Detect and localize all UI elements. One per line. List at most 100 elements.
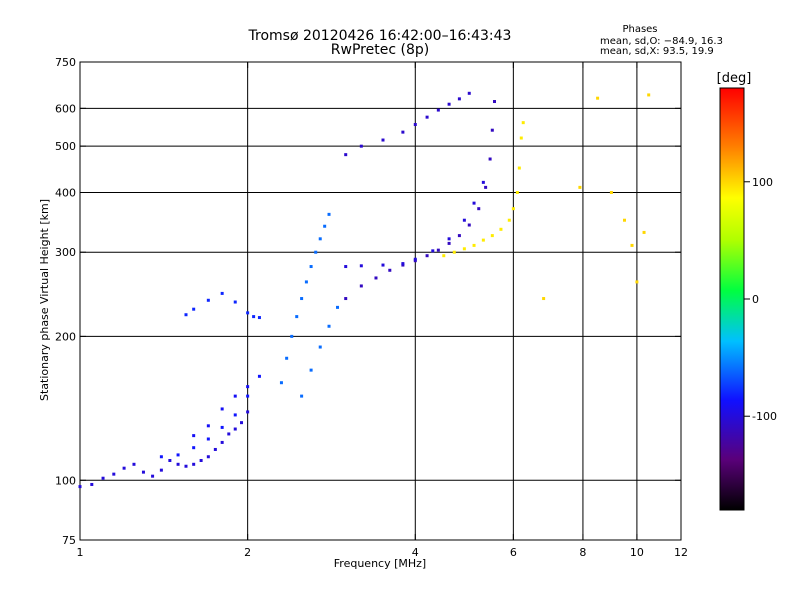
y-tick-label: 300 bbox=[55, 246, 76, 259]
x-tick-label: 10 bbox=[630, 546, 644, 559]
data-point bbox=[151, 474, 155, 478]
data-point bbox=[425, 115, 429, 119]
data-point bbox=[452, 250, 456, 254]
data-point bbox=[101, 476, 105, 480]
data-point bbox=[413, 123, 417, 127]
data-point bbox=[359, 144, 363, 148]
data-point bbox=[490, 234, 494, 238]
data-point bbox=[206, 455, 210, 459]
data-point bbox=[168, 458, 172, 462]
data-point bbox=[517, 166, 521, 170]
x-tick-label: 4 bbox=[412, 546, 419, 559]
colorbar-tick-label: -100 bbox=[752, 410, 777, 423]
plot-frame bbox=[79, 61, 682, 541]
data-point bbox=[477, 207, 481, 211]
y-tick-label: 75 bbox=[62, 534, 76, 547]
phase-o-stats: mean, sd,O: −84.9, 16.3 bbox=[600, 36, 723, 47]
data-point bbox=[192, 462, 196, 466]
data-point bbox=[425, 254, 429, 258]
data-point bbox=[285, 356, 289, 360]
data-point bbox=[519, 136, 523, 140]
data-point bbox=[192, 446, 196, 450]
data-point bbox=[122, 466, 126, 470]
data-point bbox=[596, 96, 600, 100]
data-point bbox=[488, 157, 492, 161]
data-point bbox=[492, 100, 496, 104]
data-point bbox=[318, 345, 322, 349]
colorbar-label: [deg] bbox=[717, 71, 752, 86]
data-point bbox=[199, 458, 203, 462]
data-point bbox=[257, 316, 261, 320]
data-point bbox=[78, 485, 82, 489]
data-point bbox=[309, 368, 313, 372]
data-point bbox=[246, 394, 250, 398]
data-point bbox=[442, 254, 446, 258]
data-point bbox=[233, 427, 237, 431]
data-point bbox=[359, 264, 363, 268]
data-point bbox=[511, 207, 515, 211]
data-point bbox=[252, 315, 256, 319]
data-point bbox=[159, 468, 163, 472]
colorbar-ticks: 100 0 -100 bbox=[744, 176, 777, 423]
data-point bbox=[132, 462, 136, 466]
data-point bbox=[220, 440, 224, 444]
data-point bbox=[457, 97, 461, 101]
data-point bbox=[246, 410, 250, 414]
data-point bbox=[246, 385, 250, 389]
data-point bbox=[401, 262, 405, 266]
data-point bbox=[515, 190, 519, 194]
x-tick-label: 2 bbox=[244, 546, 251, 559]
data-point bbox=[447, 237, 451, 241]
data-point bbox=[447, 241, 451, 245]
y-axis-label: Stationary phase Virtual Height [km] bbox=[38, 199, 51, 401]
data-point bbox=[542, 297, 546, 301]
chart-title: Tromsø 20120426 16:42:00–16:43:43 bbox=[248, 28, 512, 44]
data-point bbox=[462, 218, 466, 222]
x-tick-label: 8 bbox=[579, 546, 586, 559]
data-point bbox=[220, 407, 224, 411]
data-point bbox=[192, 434, 196, 438]
data-point bbox=[521, 121, 525, 125]
data-point bbox=[484, 185, 488, 189]
phase-x-stats: mean, sd,X: 93.5, 19.9 bbox=[600, 46, 714, 57]
x-tick-label: 12 bbox=[674, 546, 688, 559]
data-point bbox=[642, 230, 646, 234]
data-point bbox=[184, 464, 188, 468]
data-point bbox=[233, 413, 237, 417]
data-point bbox=[344, 153, 348, 157]
y-tick-label: 500 bbox=[55, 140, 76, 153]
data-point bbox=[499, 227, 503, 231]
data-point bbox=[112, 472, 116, 476]
data-point bbox=[220, 291, 224, 295]
data-point bbox=[374, 276, 378, 280]
y-tick-label: 750 bbox=[55, 56, 76, 69]
data-point bbox=[622, 218, 626, 222]
data-point bbox=[507, 218, 511, 222]
data-point bbox=[240, 421, 244, 425]
data-point bbox=[318, 237, 322, 241]
data-point bbox=[206, 424, 210, 428]
data-point bbox=[388, 268, 392, 272]
x-tick-label: 6 bbox=[510, 546, 517, 559]
data-point bbox=[279, 381, 283, 385]
data-point bbox=[290, 334, 294, 338]
data-point bbox=[462, 247, 466, 251]
y-tick-label: 200 bbox=[55, 330, 76, 343]
data-point bbox=[401, 130, 405, 134]
y-tick-label: 100 bbox=[55, 474, 76, 487]
data-point bbox=[431, 249, 435, 253]
data-point bbox=[304, 280, 308, 284]
data-point bbox=[176, 453, 180, 457]
data-point bbox=[481, 238, 485, 242]
data-point bbox=[344, 297, 348, 301]
data-point bbox=[295, 315, 299, 319]
data-point bbox=[381, 263, 385, 267]
data-point bbox=[257, 374, 261, 378]
data-point bbox=[327, 212, 331, 216]
x-tick-label: 1 bbox=[77, 546, 84, 559]
y-tick-label: 400 bbox=[55, 186, 76, 199]
data-point bbox=[447, 102, 451, 106]
data-point bbox=[467, 223, 471, 227]
data-point bbox=[336, 305, 340, 309]
